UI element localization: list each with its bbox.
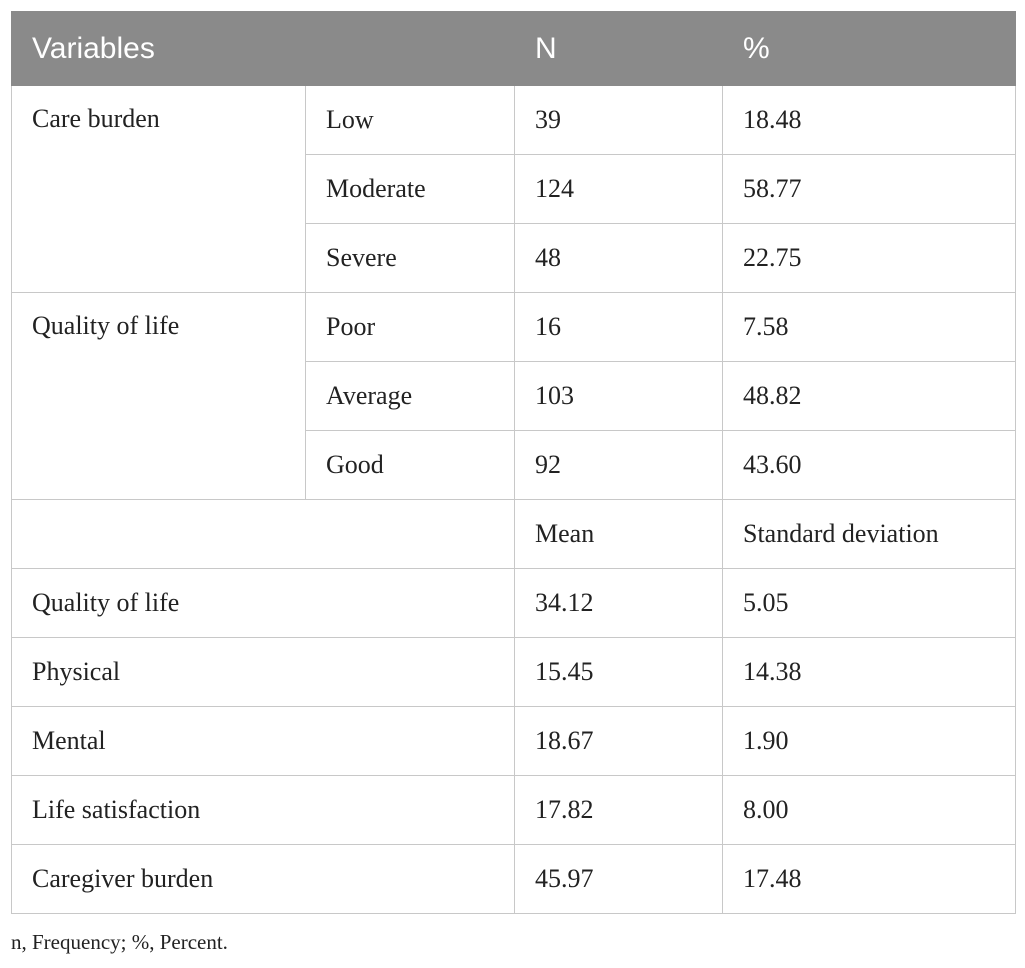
table-row: Life satisfaction 17.82 8.00: [11, 775, 1016, 845]
table-row: Physical 15.45 14.38: [11, 637, 1016, 707]
percent-cell: 22.75: [722, 223, 1016, 293]
group-label-care-burden: Care burden: [11, 85, 306, 293]
stat-name-cell: Caregiver burden: [11, 844, 515, 914]
mean-cell: 34.12: [514, 568, 723, 638]
stat-name-cell: Physical: [11, 637, 515, 707]
n-cell: 92: [514, 430, 723, 500]
sd-cell: 14.38: [722, 637, 1016, 707]
subheader-row: Mean Standard deviation: [11, 499, 1016, 569]
stat-name-cell: Quality of life: [11, 568, 515, 638]
n-cell: 103: [514, 361, 723, 431]
percent-cell: 7.58: [722, 292, 1016, 362]
stat-name-cell: Mental: [11, 706, 515, 776]
subheader-mean: Mean: [514, 499, 723, 569]
level-cell: Low: [305, 85, 515, 155]
header-percent: %: [722, 11, 1016, 86]
table-row: Good 92 43.60: [12, 430, 1016, 500]
stat-name-cell: Life satisfaction: [11, 775, 515, 845]
table-row: Quality of life Poor 16 7.58: [11, 292, 1016, 500]
n-cell: 16: [514, 292, 723, 362]
header-row: Variables N %: [11, 11, 1016, 86]
table-row: Moderate 124 58.77: [12, 154, 1016, 224]
sd-cell: 8.00: [722, 775, 1016, 845]
percent-cell: 58.77: [722, 154, 1016, 224]
subheader-empty: [11, 499, 515, 569]
table-row: Care burden Low 39 18.48: [11, 85, 1016, 293]
percent-cell: 48.82: [722, 361, 1016, 431]
level-cell: Poor: [305, 292, 515, 362]
mean-cell: 45.97: [514, 844, 723, 914]
table-footnote: n, Frequency; %, Percent.: [11, 930, 228, 954]
mean-cell: 17.82: [514, 775, 723, 845]
header-variables: Variables: [11, 11, 515, 86]
level-cell: Severe: [305, 223, 515, 293]
table-row: Caregiver burden 45.97 17.48: [11, 844, 1016, 914]
percent-cell: 18.48: [722, 85, 1016, 155]
n-cell: 124: [514, 154, 723, 224]
mean-cell: 15.45: [514, 637, 723, 707]
percent-cell: 43.60: [722, 430, 1016, 500]
sd-cell: 17.48: [722, 844, 1016, 914]
n-cell: 48: [514, 223, 723, 293]
subheader-sd: Standard deviation: [722, 499, 1016, 569]
level-cell: Good: [305, 430, 515, 500]
sd-cell: 5.05: [722, 568, 1016, 638]
n-cell: 39: [514, 85, 723, 155]
level-cell: Average: [305, 361, 515, 431]
table-row: Average 103 48.82: [12, 361, 1016, 431]
table-row: Mental 18.67 1.90: [11, 706, 1016, 776]
group-label-quality-of-life: Quality of life: [11, 292, 306, 500]
header-n: N: [514, 11, 723, 86]
sd-cell: 1.90: [722, 706, 1016, 776]
mean-cell: 18.67: [514, 706, 723, 776]
results-table: Variables N % Care burden Low 39 18.48 M…: [11, 11, 1016, 914]
table-row: Quality of life 34.12 5.05: [11, 568, 1016, 638]
level-cell: Moderate: [305, 154, 515, 224]
